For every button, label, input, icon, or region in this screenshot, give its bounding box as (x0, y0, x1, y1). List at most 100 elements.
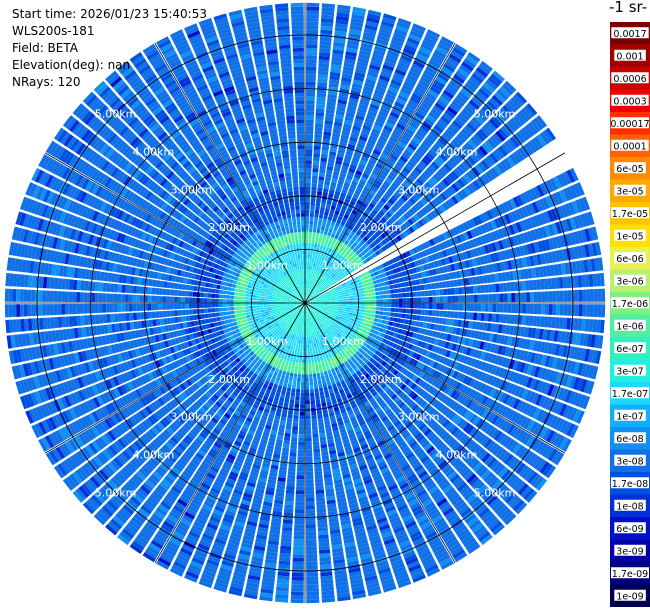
range-gate (305, 216, 310, 221)
range-gate (416, 108, 427, 117)
range-gate (386, 312, 391, 317)
range-gate (338, 95, 348, 101)
range-gate (316, 198, 321, 203)
range-gate (290, 441, 298, 446)
range-gate (345, 307, 350, 310)
range-gate (454, 287, 459, 295)
range-gate (286, 485, 295, 491)
range-gate (293, 542, 304, 547)
range-gate (457, 191, 465, 201)
range-gate (358, 179, 366, 186)
range-gate (427, 255, 434, 262)
range-gate (406, 303, 411, 308)
range-gate (523, 105, 535, 118)
range-gate (305, 348, 308, 352)
range-gate (361, 189, 369, 196)
range-gate (409, 157, 418, 166)
range-gate (493, 164, 503, 176)
range-gate (462, 144, 472, 155)
range-gate (470, 136, 480, 147)
range-gate (340, 208, 346, 214)
range-gate (293, 418, 299, 423)
range-gate (305, 254, 308, 258)
range-gate (402, 303, 407, 308)
range-gate (340, 134, 349, 140)
range-gate (354, 283, 359, 287)
range-gate (284, 500, 294, 506)
range-gate (320, 398, 326, 403)
range-gate (400, 215, 407, 223)
range-gate (342, 305, 347, 308)
range-gate (496, 205, 504, 216)
range-gate (408, 99, 419, 108)
range-gate (447, 303, 452, 310)
range-gate (305, 392, 310, 397)
range-gate (311, 418, 317, 423)
range-gate (311, 274, 315, 278)
range-gate (427, 202, 436, 210)
range-gate (350, 267, 356, 273)
range-gate (358, 163, 366, 170)
range-gate (334, 210, 340, 216)
range-gate (283, 508, 294, 513)
range-gate (365, 78, 376, 85)
range-gate (494, 229, 501, 240)
range-gate (333, 125, 342, 131)
range-gate (369, 155, 378, 163)
range-gate (332, 132, 341, 138)
range-gate (293, 377, 297, 382)
range-gate (313, 224, 317, 229)
range-gate (374, 231, 380, 238)
range-gate (402, 308, 407, 314)
range-gate (425, 66, 438, 75)
data-ray (305, 43, 468, 303)
range-gate (367, 9, 382, 17)
range-gate (340, 288, 345, 292)
range-gate (305, 164, 312, 169)
range-gate (438, 153, 448, 162)
range-gate (377, 190, 384, 197)
range-gate (360, 309, 365, 313)
range-gate (342, 284, 347, 288)
range-gate (354, 190, 361, 196)
range-gate (320, 25, 333, 31)
range-gate (309, 381, 314, 386)
range-gate (480, 60, 493, 72)
range-gate (368, 230, 374, 237)
range-gate (395, 144, 405, 152)
range-gate (308, 284, 311, 289)
range-gate (338, 284, 343, 288)
range-gate (331, 259, 336, 264)
range-gate (293, 415, 299, 420)
range-gate (294, 366, 299, 371)
data-ray (305, 60, 493, 303)
range-gate (371, 310, 376, 314)
range-gate (326, 169, 333, 175)
data-ray (305, 23, 426, 303)
range-gate (307, 298, 312, 301)
range-gate (356, 199, 363, 206)
range-gate (422, 121, 433, 130)
range-gate (455, 70, 468, 81)
range-gate (347, 191, 354, 197)
range-gate (346, 207, 353, 213)
range-gate (379, 295, 384, 299)
range-gate (559, 173, 569, 186)
range-gate (325, 278, 329, 282)
range-gate (330, 64, 342, 70)
range-gate (372, 53, 384, 60)
range-gate (419, 186, 428, 195)
range-gate (376, 303, 380, 307)
range-gate (320, 440, 327, 445)
range-gate (305, 479, 314, 484)
range-gate (306, 531, 317, 536)
range-gate (306, 77, 316, 82)
range-gate (403, 191, 411, 200)
range-gate (340, 220, 346, 226)
range-gate (351, 287, 356, 291)
range-gate (357, 297, 362, 300)
range-gate (312, 228, 317, 233)
range-gate (305, 295, 307, 300)
range-gate (456, 149, 467, 160)
range-gate (328, 212, 334, 218)
